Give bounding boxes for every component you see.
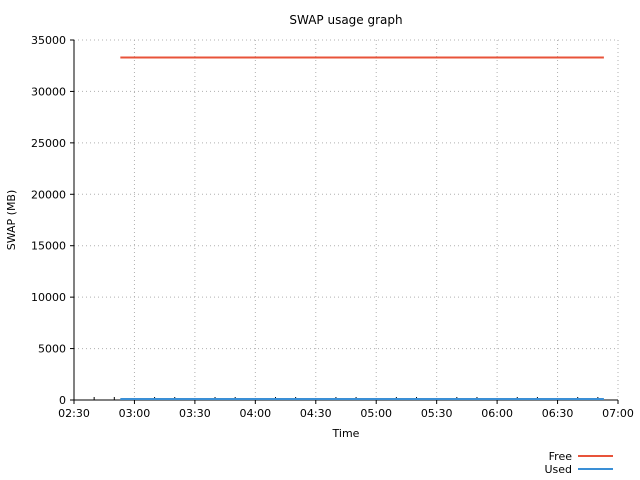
x-tick-label: 03:30 <box>179 407 211 420</box>
x-tick-label: 06:30 <box>542 407 574 420</box>
y-tick-label: 30000 <box>31 85 66 98</box>
grid <box>74 39 619 400</box>
y-tick-label: 10000 <box>31 291 66 304</box>
x-tick-labels: 02:30 03:00 03:30 04:00 04:30 05:00 05:30 06:00… <box>58 407 634 420</box>
y-tick-label: 15000 <box>31 240 66 253</box>
y-tick-label: 35000 <box>31 34 66 47</box>
y-tick-labels: 0 5000 10000 15000 20000 25000 30000 35000 <box>31 34 66 407</box>
legend-label-used: Used <box>544 463 572 476</box>
x-tick-label: 05:30 <box>421 407 453 420</box>
x-tick-label: 03:00 <box>119 407 151 420</box>
y-tick-label: 5000 <box>38 343 66 356</box>
x-tick-label: 07:00 <box>602 407 634 420</box>
x-tick-label: 04:00 <box>239 407 271 420</box>
series-lines <box>120 56 604 400</box>
y-tick-label: 25000 <box>31 137 66 150</box>
x-tick-label: 05:00 <box>360 407 392 420</box>
y-axis-title: SWAP (MB) <box>5 190 18 251</box>
y-tick-label: 20000 <box>31 188 66 201</box>
y-tick-label: 0 <box>59 394 66 407</box>
legend-label-free: Free <box>549 450 573 463</box>
axes <box>70 39 619 404</box>
x-tick-label: 06:00 <box>481 407 513 420</box>
chart-title: SWAP usage graph <box>289 13 402 27</box>
x-axis-title: Time <box>332 427 360 440</box>
x-tick-label: 02:30 <box>58 407 90 420</box>
x-tick-label: 04:30 <box>300 407 332 420</box>
